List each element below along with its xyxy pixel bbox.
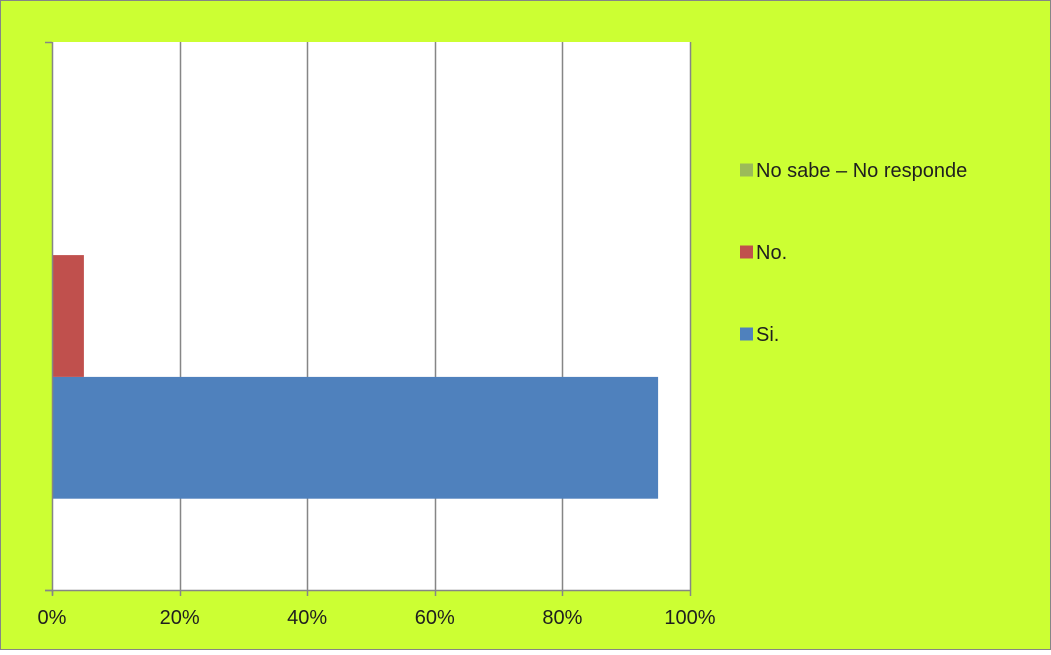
plot-area bbox=[52, 42, 690, 590]
x-tick-label: 40% bbox=[287, 607, 327, 629]
legend-swatch bbox=[740, 245, 753, 259]
legend: No sabe – No responde No. Si. bbox=[740, 160, 967, 346]
legend-item-no-sabe-no-responde: No sabe – No responde bbox=[740, 160, 967, 182]
x-tick-label: 100% bbox=[664, 607, 715, 629]
x-tick-label: 0% bbox=[38, 607, 67, 629]
x-tick-label: 80% bbox=[542, 607, 582, 629]
legend-label: No sabe – No responde bbox=[756, 160, 967, 182]
x-tick-labels: 0% 20% 40% 60% 80% 100% bbox=[38, 607, 716, 629]
legend-label: No. bbox=[756, 242, 787, 264]
x-tick-label: 60% bbox=[415, 607, 455, 629]
legend-swatch bbox=[740, 163, 753, 177]
bar-no bbox=[52, 255, 84, 377]
legend-label: Si. bbox=[756, 324, 779, 346]
legend-item-si: Si. bbox=[740, 324, 779, 346]
bars bbox=[52, 255, 659, 499]
axes bbox=[45, 41, 692, 596]
legend-swatch bbox=[740, 327, 753, 341]
bar-si bbox=[52, 376, 659, 499]
legend-item-no: No. bbox=[740, 242, 787, 264]
x-tick-label: 20% bbox=[160, 607, 200, 629]
